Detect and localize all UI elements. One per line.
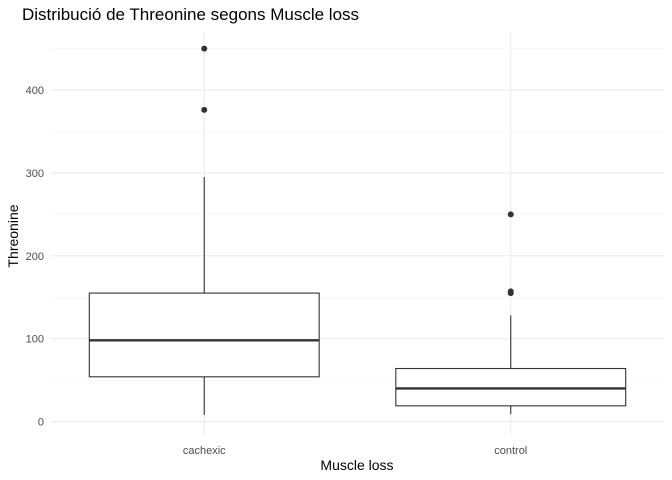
- y-tick-label: 200: [26, 251, 44, 263]
- outlier-point: [201, 45, 208, 52]
- iqr-box: [395, 367, 627, 407]
- box-cachexic: [88, 45, 320, 415]
- x-tick-label: cachexic: [183, 445, 226, 457]
- x-axis-title: Muscle loss: [320, 457, 393, 473]
- x-tick-label: control: [494, 445, 527, 457]
- y-axis-ticks: 0 100 200 300 400: [26, 85, 44, 429]
- y-tick-label: 100: [26, 334, 44, 346]
- y-axis-title: Threonine: [5, 204, 21, 267]
- box-series: [88, 45, 627, 415]
- x-axis-ticks: cachexic control: [183, 445, 527, 457]
- y-tick-label: 400: [26, 85, 44, 97]
- y-tick-label: 0: [38, 417, 44, 429]
- outlier-point: [201, 106, 208, 113]
- outlier-point: [507, 288, 514, 295]
- y-tick-label: 300: [26, 168, 44, 180]
- box-control: [395, 211, 627, 415]
- chart-title: Distribució de Threonine segons Muscle l…: [22, 5, 359, 24]
- iqr-box: [88, 292, 320, 378]
- outlier-point: [507, 211, 514, 218]
